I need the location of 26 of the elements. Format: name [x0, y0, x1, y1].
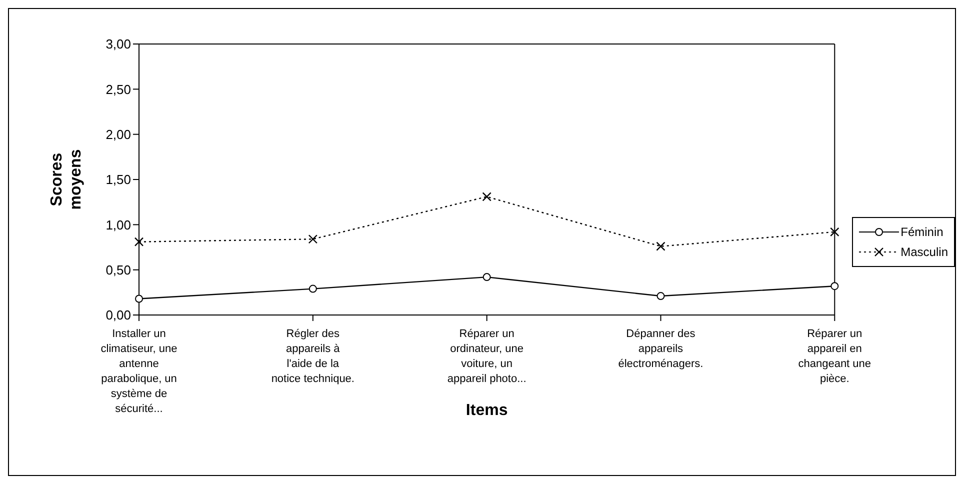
y-tick-label: 2,00: [106, 126, 131, 142]
y-axis-title: Scores moyens: [48, 149, 84, 210]
x-tick-label: Réparer un ordinateur, une voiture, un appareil photo...: [447, 328, 526, 385]
point: [656, 242, 666, 251]
x-axis-title: Items: [466, 402, 508, 419]
x-tick-label: Installer un climatiseur, une antenne parabolique, un système de sécurité...: [100, 328, 178, 415]
point: [830, 282, 839, 290]
y-tick-label: 1,50: [106, 172, 131, 188]
y-tick-label: 3,00: [106, 36, 131, 52]
legend-label: Féminin: [900, 225, 944, 239]
y-tick-label: 0,50: [106, 262, 131, 278]
point: [135, 294, 143, 303]
point: [308, 234, 318, 244]
x-tick-label: Dépanner des appareils électroménagers.: [618, 328, 704, 370]
point: [656, 292, 665, 300]
x-tick-label: Régler des appareils à l'aide de la notice technique.: [271, 328, 354, 385]
legend-label: Masculin: [900, 245, 948, 259]
point: [134, 237, 144, 246]
point: [308, 284, 317, 293]
y-tick-label: 0,00: [106, 308, 131, 323]
y-tick-label: 2,50: [106, 82, 131, 97]
point: [482, 192, 492, 202]
x-tick-label: Réparer un appareil en changeant une pièce.: [798, 328, 872, 385]
point: [830, 227, 840, 236]
y-tick-label: 1,00: [106, 217, 131, 232]
point: [482, 273, 491, 282]
